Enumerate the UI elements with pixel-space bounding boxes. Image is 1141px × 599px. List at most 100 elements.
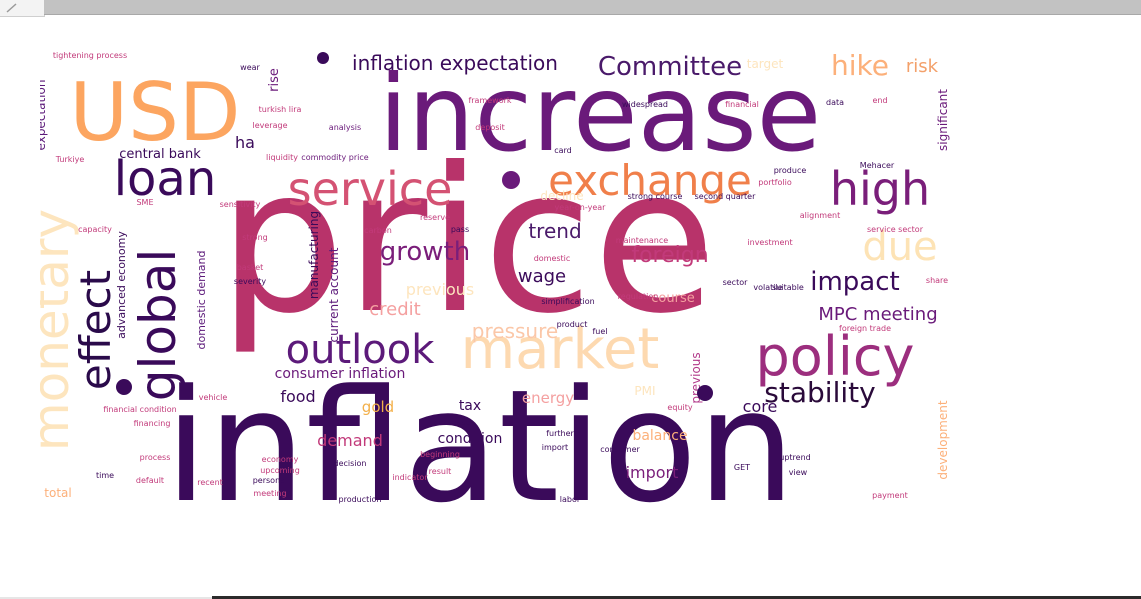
word-121: process [140, 453, 171, 462]
word-69: sector [723, 278, 749, 287]
word-72: foreign trade [839, 324, 891, 333]
corner-arrow-icon [6, 3, 17, 13]
word-8: market [461, 317, 660, 382]
word-20: trend [528, 219, 581, 243]
word-10: outlook [286, 327, 436, 373]
word-4: service [288, 162, 453, 216]
word-21: wage [518, 266, 566, 287]
word-7: high [830, 162, 930, 216]
word-110: pass [451, 225, 469, 234]
word-91: labor [560, 495, 581, 504]
word-22: foreign [631, 243, 708, 268]
word-70: volatile [753, 283, 782, 292]
word-19: growth [380, 237, 470, 267]
word-48: advanced economy [115, 231, 128, 339]
word-84: personal [253, 476, 288, 485]
bottom-scrollbar-track[interactable] [0, 597, 212, 599]
word-33: demand [317, 431, 383, 450]
scroll-corner-button[interactable] [0, 0, 45, 17]
word-67: simplification [541, 297, 594, 306]
word-68: regulation [618, 292, 659, 301]
word-106: financial [725, 100, 759, 109]
word-35: tax [459, 398, 481, 414]
word-117: SME [136, 198, 153, 207]
bottom-scrollbar-thumb[interactable] [212, 596, 1141, 599]
word-74: service sector [867, 225, 924, 234]
word-49: domestic demand [195, 251, 208, 350]
word-89: result [429, 467, 452, 476]
word-123: recent [197, 478, 223, 487]
word-78: Mehacer [860, 161, 895, 170]
word-92: further [546, 429, 574, 438]
word-120: upcoming [260, 466, 300, 475]
word-119: economy [262, 455, 299, 464]
word-39: balance [632, 428, 687, 444]
word-26: credit [369, 299, 420, 320]
word-99: GET [734, 463, 750, 472]
word-94: consumer [600, 445, 640, 454]
word-93: import [542, 443, 568, 452]
word-88: indicator [392, 473, 428, 482]
word-108: year-on-year [555, 203, 607, 212]
word-0: price [218, 125, 716, 358]
word-58: commodity price [301, 153, 368, 162]
word-24: MPC meeting [818, 304, 937, 325]
word-55: second quarter [695, 192, 756, 201]
word-80: financial condition [103, 405, 176, 414]
word-113: carbon [364, 226, 392, 235]
word-79: maintenance [616, 236, 668, 245]
word-116: turkish lira [259, 105, 302, 114]
word-71: investment [747, 238, 792, 247]
word-63: capacity [78, 225, 112, 234]
word-102: fuel [592, 327, 607, 336]
word-66: domestic [534, 254, 571, 263]
word-124: end [872, 96, 887, 105]
word-111: basket [237, 263, 264, 272]
word-3: USD [70, 66, 241, 159]
word-15: Committee [598, 52, 742, 82]
dot-mark-2 [116, 379, 132, 395]
word-86: decision [334, 459, 367, 468]
word-25: stability [764, 376, 875, 409]
word-6: loan [114, 151, 217, 207]
top-scrollbar[interactable] [0, 0, 1141, 18]
word-47: expectation [40, 80, 48, 151]
word-83: default [136, 476, 164, 485]
word-5: exchange [548, 156, 752, 205]
word-77: produce [774, 166, 807, 175]
word-73: share [926, 276, 948, 285]
word-46: development [936, 400, 950, 479]
word-44: target [747, 57, 784, 71]
word-2: increase [379, 53, 822, 175]
word-14: due [862, 224, 937, 270]
dot-mark-3 [697, 385, 713, 401]
word-30: ha [235, 133, 255, 152]
word-43: PMI [634, 384, 655, 398]
word-65: reserve [420, 213, 450, 222]
word-34: gold [362, 398, 394, 416]
word-61: tightening process [53, 51, 127, 60]
word-115: wear [240, 63, 260, 72]
word-17: risk [906, 56, 939, 77]
word-96: uptrend [779, 453, 810, 462]
word-29: central bank [119, 147, 201, 162]
word-59: liquidity [266, 153, 298, 162]
word-23: impact [810, 267, 899, 297]
word-51: current account [327, 247, 341, 342]
word-60: leverage [253, 121, 288, 130]
word-cloud-image: price inflation increase USD service exchange… [40, 50, 950, 510]
word-105: widespread [622, 100, 668, 109]
word-32: consumer inflation [275, 366, 406, 382]
word-104: deposit [475, 123, 505, 132]
word-45: significant [936, 89, 950, 151]
word-90: beginning [420, 450, 460, 459]
word-56: data [826, 98, 844, 107]
word-97: view [789, 468, 808, 477]
word-41: course [651, 291, 694, 306]
word-16: hike [831, 50, 889, 82]
scrollbar-track[interactable] [44, 0, 1141, 15]
word-40: core [743, 397, 778, 416]
word-76: portfolio [758, 178, 792, 187]
word-98: payment [872, 491, 908, 500]
